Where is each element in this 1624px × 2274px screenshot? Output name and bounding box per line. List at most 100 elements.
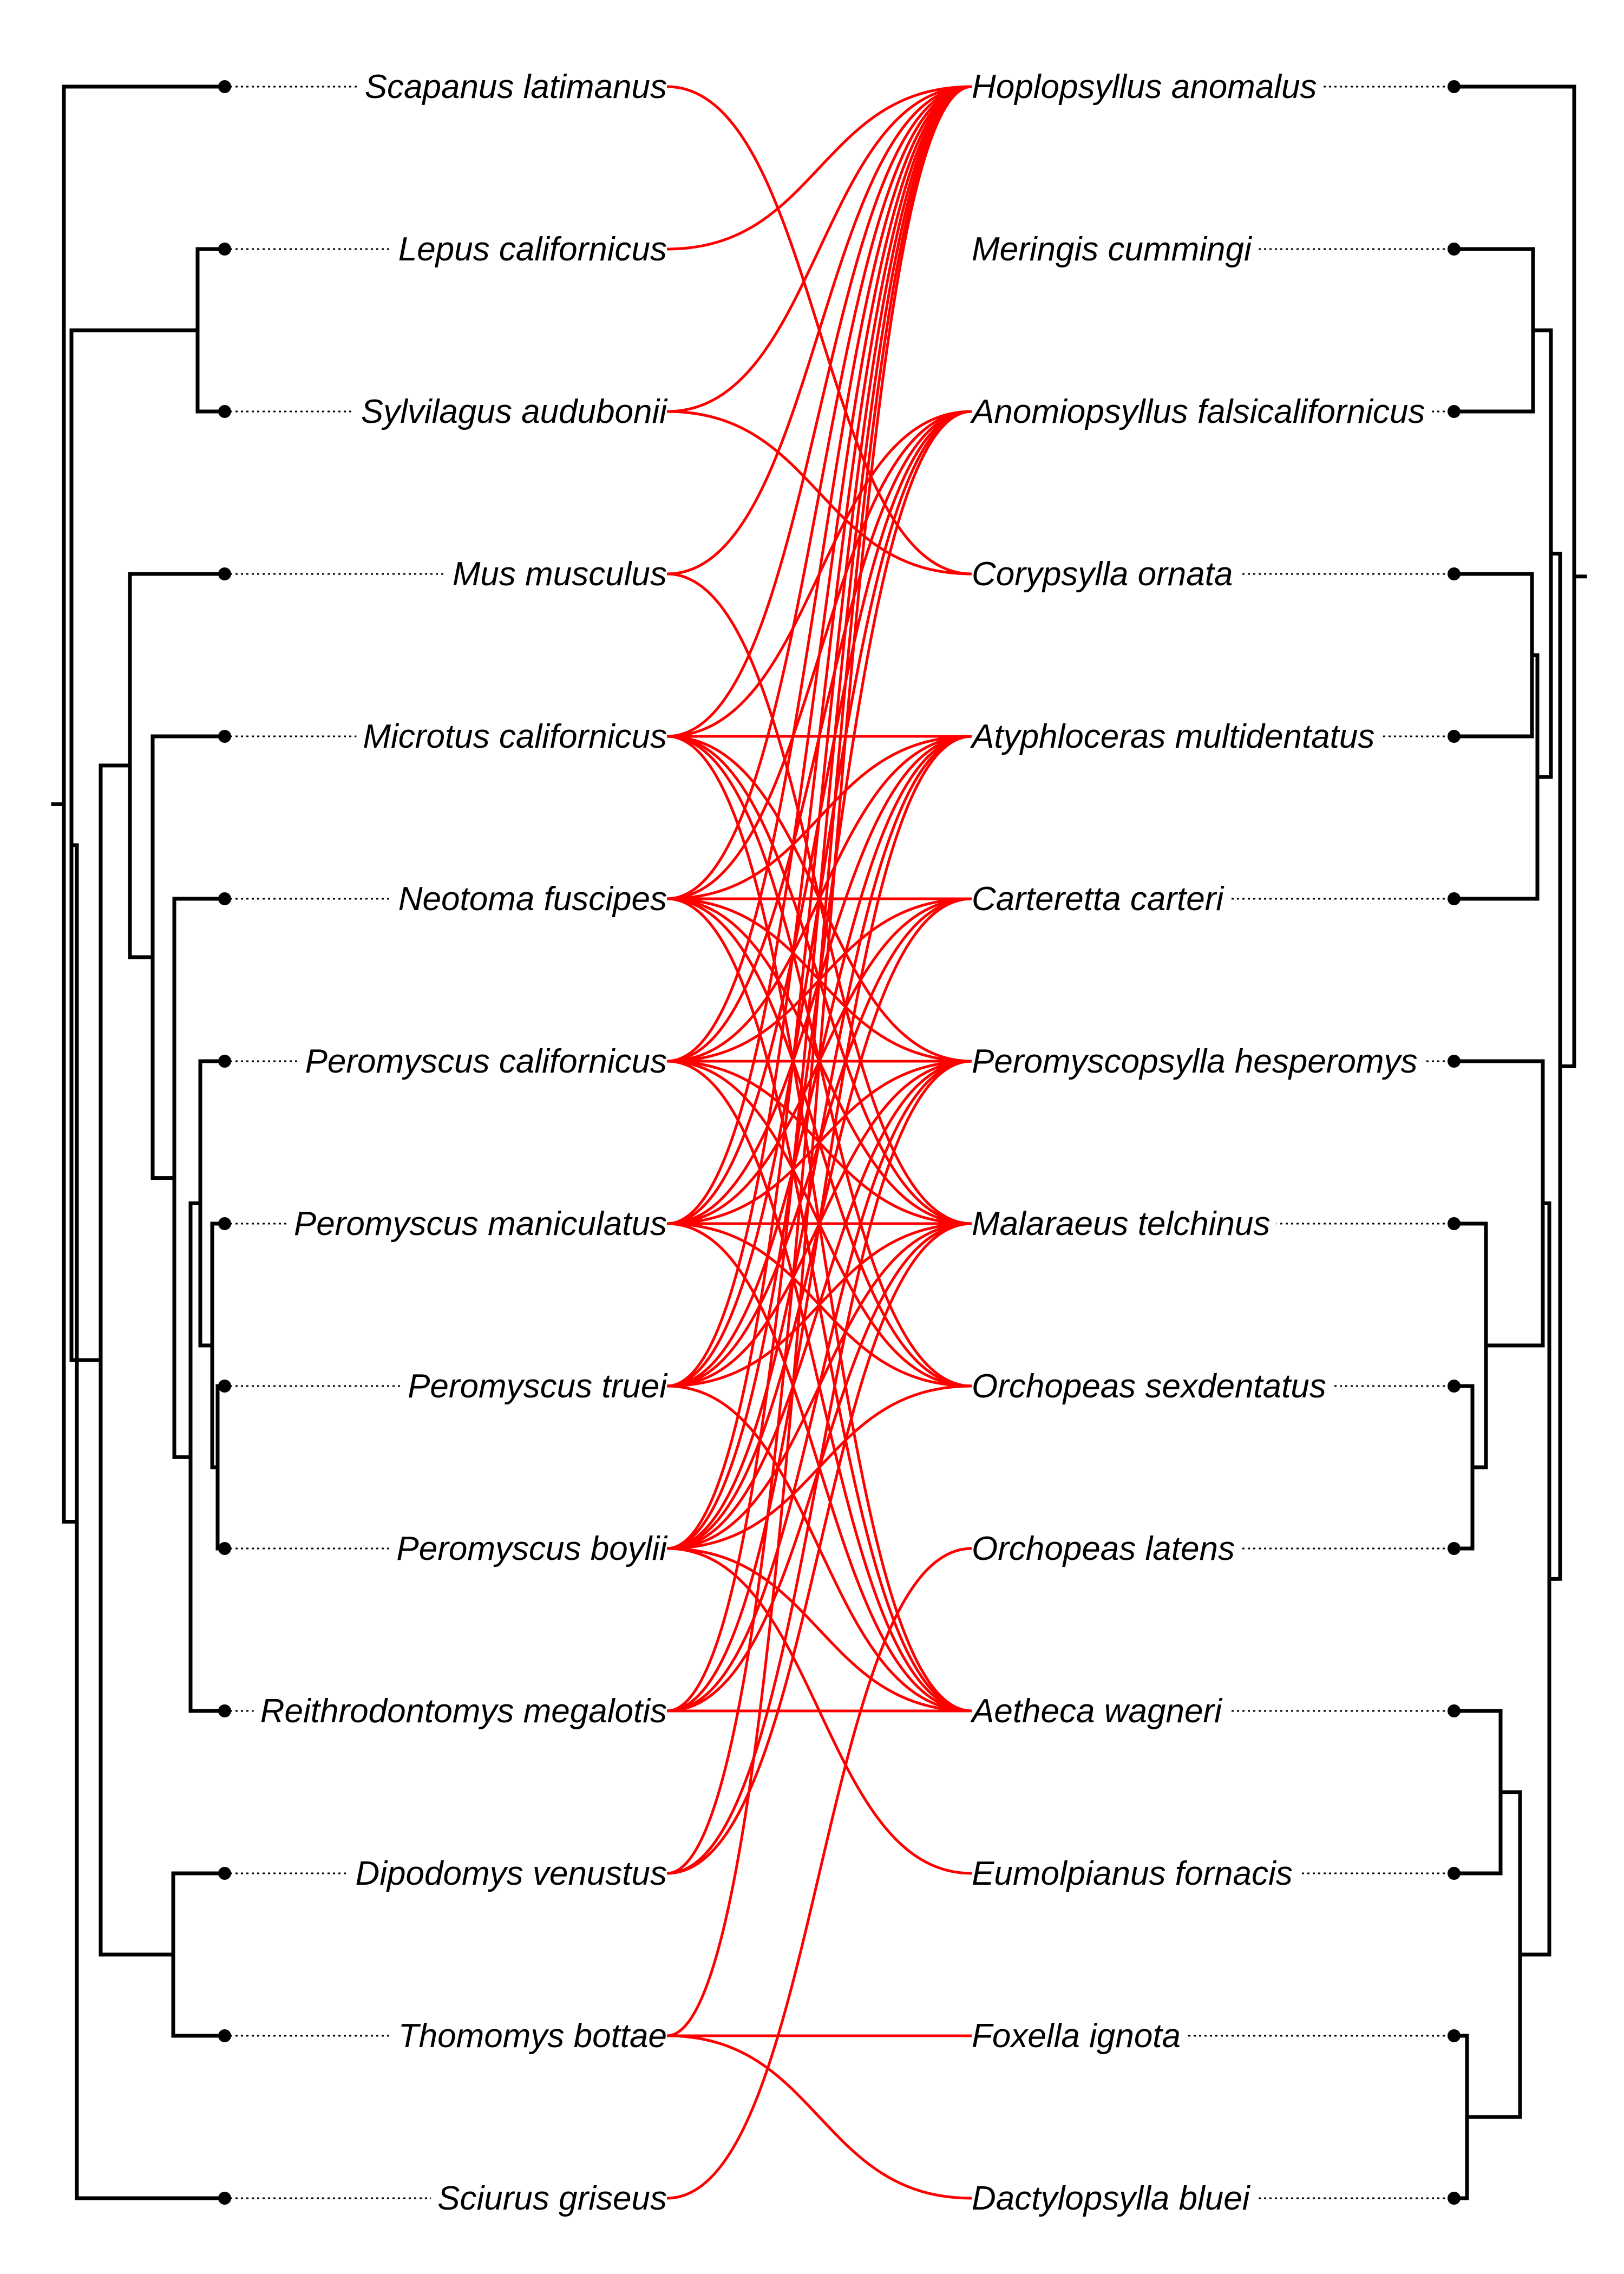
host-label: Scapanus latimanus xyxy=(365,68,667,106)
parasite-tree-branch xyxy=(1452,247,1535,414)
association-link xyxy=(666,735,972,1550)
host-label-bg xyxy=(391,877,667,920)
association-link xyxy=(666,85,972,251)
parasite-tip-dot xyxy=(1448,1867,1461,1880)
parasite-label-bg xyxy=(972,2177,1256,2220)
host-label-bg xyxy=(391,227,667,271)
host-label: Peromyscus truei xyxy=(408,1368,668,1405)
host-tip-dot xyxy=(218,1704,231,1717)
host-label-bg xyxy=(354,390,667,433)
host-tip-dot xyxy=(218,1867,231,1880)
parasite-tip-dot xyxy=(1448,892,1461,905)
association-link xyxy=(666,2034,972,2200)
parasite-label: Dactylopsylla bluei xyxy=(972,2180,1251,2217)
host-labels: Scapanus latimanus Lepus californicus Sylv… xyxy=(218,65,668,2220)
association-link xyxy=(666,1222,972,1875)
host-label-bg xyxy=(391,2014,667,2057)
parasite-label: Meringis cummingi xyxy=(972,231,1253,268)
host-tip-dot xyxy=(218,405,231,418)
host-label: Sciurus griseus xyxy=(437,2180,667,2217)
parasite-label: Malaraeus telchinus xyxy=(972,1205,1270,1243)
host-phylogeny xyxy=(51,84,227,2200)
parasite-tip-dot xyxy=(1448,730,1461,743)
parasite-tip-dot xyxy=(1448,1217,1461,1230)
parasite-label: Peromyscopsylla hesperomys xyxy=(972,1043,1418,1080)
parasite-label: Carteretta carteri xyxy=(972,880,1224,918)
host-tip-dot xyxy=(218,1380,231,1393)
parasite-label: Aetheca wagneri xyxy=(970,1693,1223,1730)
parasite-label: Eumolpianus fornacis xyxy=(972,1855,1293,1892)
host-label: Thomomys bottae xyxy=(398,2017,667,2055)
parasite-label-bg xyxy=(972,1202,1277,1245)
parasite-label-bg xyxy=(972,1364,1333,1408)
host-tree-branch xyxy=(171,1871,227,2038)
parasite-label-bg xyxy=(972,1527,1241,1570)
parasite-label: Orchopeas sexdentatus xyxy=(972,1368,1326,1405)
host-label: Reithrodontomys megalotis xyxy=(260,1693,667,1730)
parasite-tip-dot xyxy=(1448,1542,1461,1555)
parasite-tip-dot xyxy=(1448,567,1461,580)
host-tree-branch xyxy=(69,328,200,1362)
association-link xyxy=(666,1547,972,2200)
host-label: Peromyscus boylii xyxy=(396,1530,668,1567)
parasite-tree-branch xyxy=(1452,1059,1545,1348)
association-link xyxy=(666,85,972,413)
host-label: Peromyscus maniculatus xyxy=(294,1205,667,1243)
parasite-label: Orchopeas latens xyxy=(972,1530,1235,1567)
host-label-bg xyxy=(401,1364,667,1408)
host-label-bg xyxy=(349,1852,667,1895)
host-label: Microtus californicus xyxy=(363,718,667,755)
association-link xyxy=(666,735,972,1713)
host-tip-dot xyxy=(218,567,231,580)
association-link xyxy=(666,85,972,1875)
association-link xyxy=(666,85,972,738)
parasite-tip-dot xyxy=(1448,2029,1461,2042)
association-link xyxy=(666,85,972,576)
parasite-tip-dot xyxy=(1448,1380,1461,1393)
parasite-tip-dot xyxy=(1448,80,1461,93)
association-link xyxy=(666,1060,972,1875)
parasite-label: Atyphloceras multidentatus xyxy=(970,718,1374,755)
host-label: Dipodomys venustus xyxy=(356,1855,667,1892)
host-label-bg xyxy=(431,2177,667,2220)
parasite-tree-branch xyxy=(1452,2034,1469,2200)
host-label: Mus musculus xyxy=(453,556,667,593)
parasite-tree-branch xyxy=(1452,653,1540,901)
parasite-tip-dot xyxy=(1448,405,1461,418)
association-link xyxy=(666,1060,972,1713)
host-label-bg xyxy=(390,1527,667,1570)
parasite-tree-branch xyxy=(1452,1221,1488,1469)
parasite-tree-branch xyxy=(1518,1201,1551,1957)
parasite-label: Anomiopsyllus falsicalifornicus xyxy=(970,393,1425,430)
host-tree-branch xyxy=(195,247,227,414)
parasite-label-bg xyxy=(972,552,1240,596)
host-tip-dot xyxy=(218,2029,231,2042)
host-tip-dot xyxy=(218,892,231,905)
host-tip-dot xyxy=(218,1217,231,1230)
association-link xyxy=(666,1060,972,1550)
parasite-tip-dot xyxy=(1448,1055,1461,1068)
host-label: Peromyscus californicus xyxy=(305,1043,667,1080)
parasite-tree-branch xyxy=(1452,84,1576,1068)
host-label-bg xyxy=(358,65,667,108)
parasite-tree-branch xyxy=(1452,1384,1475,1551)
host-tree-branch xyxy=(69,843,227,2200)
parasite-phylogeny xyxy=(1452,84,1587,2200)
host-label: Lepus californicus xyxy=(398,231,667,268)
parasite-label-bg xyxy=(972,1852,1299,1895)
parasite-tree-branch xyxy=(1452,572,1534,739)
parasite-label-bg xyxy=(972,1040,1424,1083)
host-tree-branch xyxy=(99,763,175,1957)
host-label-bg xyxy=(253,1689,667,1733)
association-link xyxy=(666,85,972,2037)
parasite-label: Foxella ignota xyxy=(972,2017,1181,2055)
parasite-label-bg xyxy=(972,227,1258,271)
host-tip-dot xyxy=(218,1542,231,1555)
parasite-tip-dot xyxy=(1448,2192,1461,2205)
host-tree-branch xyxy=(150,734,227,1180)
host-label: Neotoma fuscipes xyxy=(398,880,667,918)
parasite-label-bg xyxy=(972,877,1230,920)
association-links xyxy=(666,85,972,2200)
host-tip-dot xyxy=(218,2192,231,2205)
